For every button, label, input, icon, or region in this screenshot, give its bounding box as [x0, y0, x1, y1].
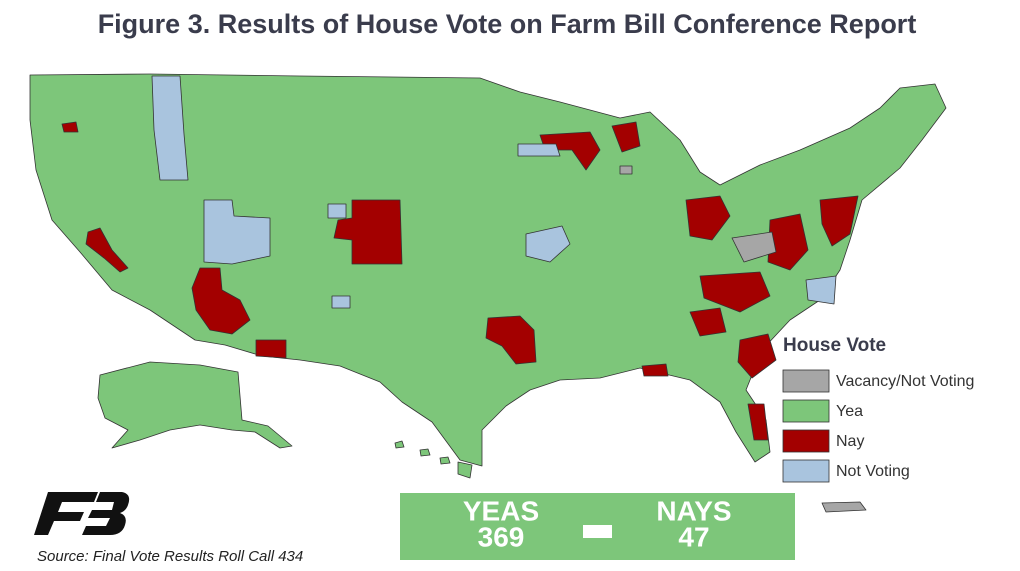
not-voting-district: [517, 143, 561, 157]
nay-district: [699, 271, 771, 313]
not-voting-district: [525, 225, 571, 263]
legend-swatch: [782, 399, 830, 423]
yeas-label: YEAS: [463, 495, 539, 526]
not-voting-district: [805, 275, 837, 305]
nay-district: [61, 121, 79, 133]
alaska: [97, 361, 293, 449]
not-voting-district: [203, 199, 271, 265]
legend-label: Vacancy/Not Voting: [836, 373, 974, 390]
vacancy-district: [731, 231, 777, 263]
yeas-value: 369: [478, 521, 525, 552]
source: Source: Final Vote Results Roll Call 434: [37, 548, 303, 565]
hawaii: [394, 440, 473, 479]
nay-district: [191, 267, 251, 335]
nay-district: [747, 403, 769, 441]
legend-swatch: [782, 459, 830, 483]
legend-swatch: [782, 369, 830, 393]
nay-district: [611, 121, 641, 153]
dash: [583, 525, 612, 538]
not-voting-district: [327, 203, 347, 219]
legend: House Vote Vacancy/Not Voting Yea Nay Not V…: [782, 335, 974, 483]
nay-district: [85, 227, 129, 273]
nays-value: 47: [678, 521, 709, 552]
nay-district: [685, 195, 731, 241]
vacancy-district: [619, 165, 633, 175]
legend-swatch: [782, 429, 830, 453]
title: Figure 3. Results of House Vote on Farm …: [98, 9, 917, 39]
not-voting-district: [151, 75, 189, 181]
nay-district: [333, 199, 403, 265]
nay-district: [689, 307, 727, 337]
not-voting-district: [331, 295, 351, 309]
puerto-rico: [821, 501, 867, 513]
legend-label: Nay: [836, 433, 864, 450]
nay-district: [819, 195, 859, 247]
legend-label: Yea: [836, 403, 863, 420]
legend-title: House Vote: [783, 335, 886, 356]
nay-district: [767, 213, 809, 271]
nay-district: [641, 363, 669, 377]
logo: [34, 492, 130, 535]
nay-district: [737, 333, 777, 379]
nay-district: [255, 339, 287, 359]
legend-label: Not Voting: [836, 463, 910, 480]
map: [29, 73, 947, 513]
nay-district: [485, 315, 537, 365]
nays-label: NAYS: [656, 495, 731, 526]
